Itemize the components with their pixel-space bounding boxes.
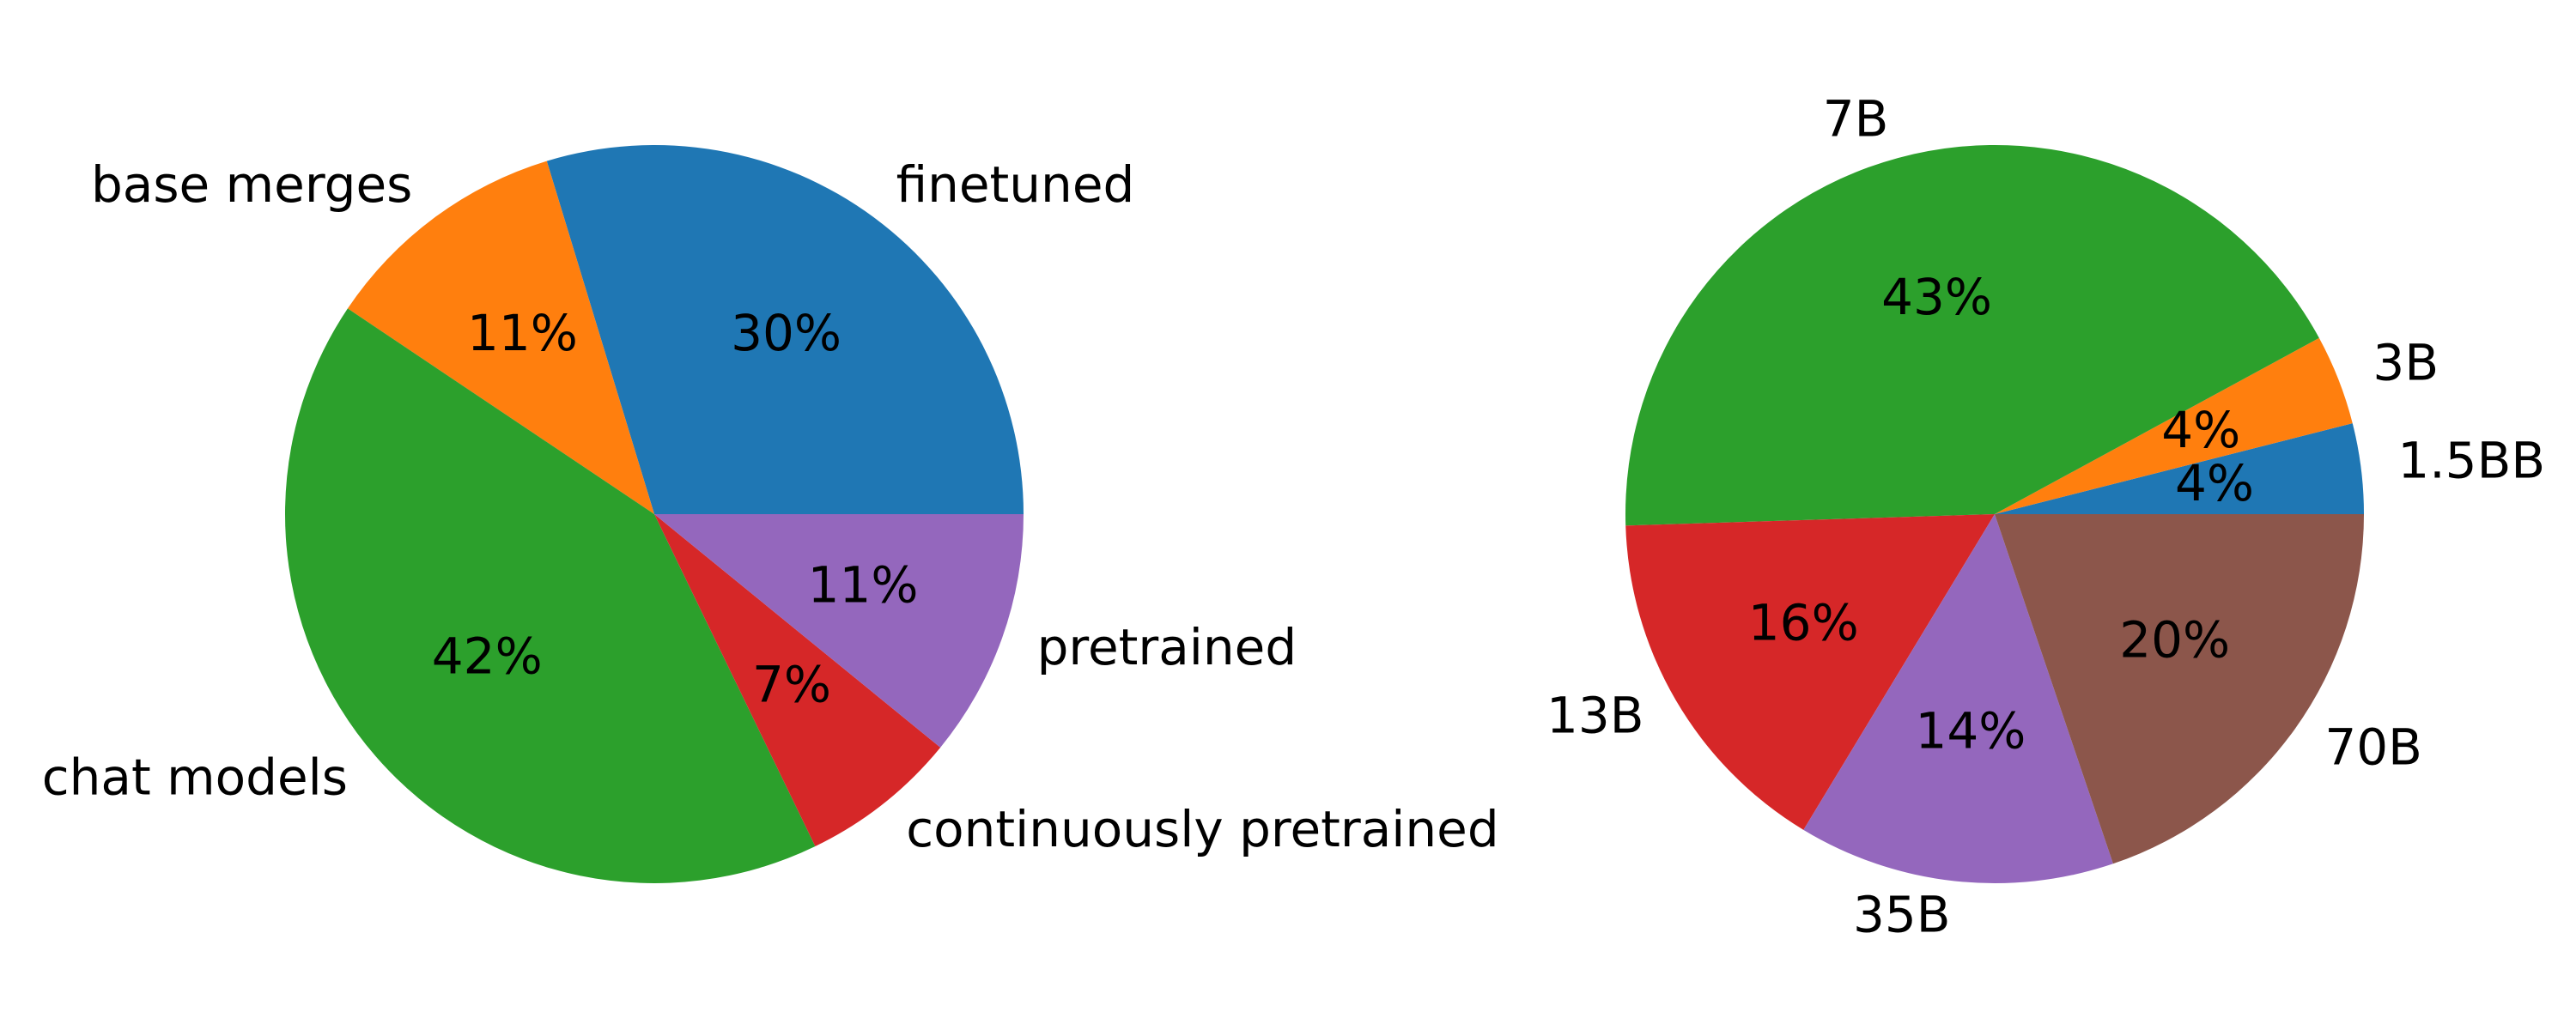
slice-label: chat models: [42, 748, 348, 806]
pie-wedge: [1625, 145, 2319, 526]
slice-label: 13B: [1546, 687, 1644, 745]
pct-label: 7%: [752, 656, 831, 714]
slice-label: 1.5BB: [2397, 431, 2545, 489]
pie-wedge: [1995, 337, 2353, 514]
slice-label: continuously pretrained: [906, 800, 1498, 858]
slice-label: base merges: [91, 155, 412, 214]
pie-wedge: [347, 161, 654, 514]
pie-wedge: [1995, 514, 2364, 864]
slice-label: 7B: [1823, 90, 1889, 148]
slice-label: 35B: [1853, 885, 1951, 943]
pie-wedge: [654, 514, 1024, 748]
pct-label: 11%: [467, 304, 578, 362]
pct-label: 30%: [731, 304, 841, 362]
pct-label: 42%: [432, 627, 543, 685]
slice-label: 3B: [2372, 334, 2439, 392]
pie-wedge: [1995, 423, 2364, 514]
pct-label: 16%: [1748, 593, 1859, 651]
pie-wedge: [285, 308, 816, 884]
slice-label: 70B: [2324, 718, 2422, 777]
pie-wedge: [546, 144, 1024, 514]
pct-label: 14%: [1916, 702, 2026, 760]
pct-label: 11%: [808, 556, 919, 615]
slice-label: finetuned: [896, 155, 1135, 214]
pct-label: 43%: [1881, 268, 1992, 326]
pie-wedge: [1625, 514, 1995, 830]
pie-wedge: [1803, 514, 2113, 883]
pct-label: 20%: [2119, 610, 2230, 669]
pct-label: 4%: [2161, 401, 2240, 459]
slice-label: pretrained: [1037, 618, 1297, 676]
pct-label: 4%: [2175, 454, 2254, 512]
pie-wedge: [654, 514, 941, 847]
